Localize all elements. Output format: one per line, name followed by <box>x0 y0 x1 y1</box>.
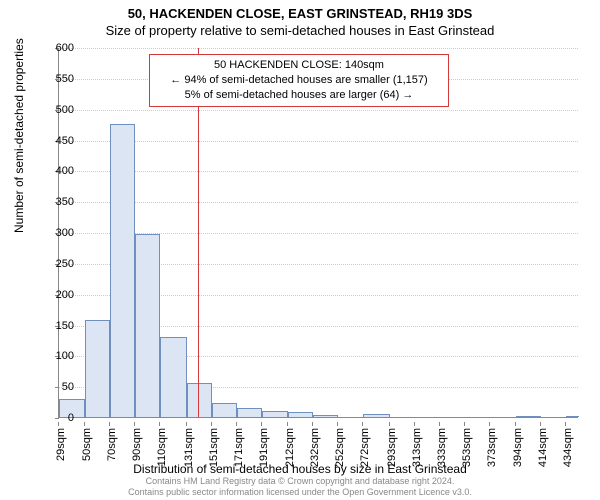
xtick-mark <box>159 422 160 426</box>
xtick-mark <box>84 422 85 426</box>
attribution-line: Contains public sector information licen… <box>0 487 600 498</box>
ytick-label: 500 <box>34 104 74 116</box>
xtick-mark <box>362 422 363 426</box>
histogram-bar <box>262 411 288 417</box>
xtick-mark <box>261 422 262 426</box>
xtick-mark <box>337 422 338 426</box>
histogram-bar <box>110 124 135 417</box>
xtick-mark <box>109 422 110 426</box>
chart-subtitle: Size of property relative to semi-detach… <box>0 21 600 38</box>
ytick-label: 50 <box>34 381 74 393</box>
histogram-bar <box>516 416 541 417</box>
histogram-bar <box>313 415 338 417</box>
xtick-mark <box>287 422 288 426</box>
histogram-bar <box>363 414 389 417</box>
xtick-mark <box>489 422 490 426</box>
xtick-mark <box>540 422 541 426</box>
xtick-mark <box>134 422 135 426</box>
gridline <box>59 110 578 111</box>
ytick-label: 600 <box>34 42 74 54</box>
gridline <box>59 202 578 203</box>
chart-title: 50, HACKENDEN CLOSE, EAST GRINSTEAD, RH1… <box>0 0 600 21</box>
gridline <box>59 48 578 49</box>
xtick-label: 29sqm <box>55 428 67 461</box>
xtick-label: 90sqm <box>131 428 143 461</box>
annotation-line: ← 94% of semi-detached houses are smalle… <box>156 73 442 88</box>
xtick-mark <box>439 422 440 426</box>
xtick-mark <box>211 422 212 426</box>
ytick-label: 400 <box>34 165 74 177</box>
histogram-bar <box>212 403 237 417</box>
annotation-box: 50 HACKENDEN CLOSE: 140sqm← 94% of semi-… <box>149 54 449 107</box>
xtick-mark <box>464 422 465 426</box>
y-axis-label: Number of semi-detached properties <box>12 38 26 233</box>
x-axis-label: Distribution of semi-detached houses by … <box>0 462 600 476</box>
ytick-label: 550 <box>34 73 74 85</box>
gridline <box>59 141 578 142</box>
ytick-label: 450 <box>34 135 74 147</box>
ytick-label: 350 <box>34 196 74 208</box>
annotation-line: 5% of semi-detached houses are larger (6… <box>156 88 442 103</box>
ytick-label: 200 <box>34 289 74 301</box>
annotation-line: 50 HACKENDEN CLOSE: 140sqm <box>156 58 442 73</box>
xtick-mark <box>186 422 187 426</box>
xtick-mark <box>312 422 313 426</box>
gridline <box>59 171 578 172</box>
ytick-label: 300 <box>34 227 74 239</box>
xtick-label: 50sqm <box>81 428 93 461</box>
ytick-label: 100 <box>34 350 74 362</box>
xtick-mark <box>236 422 237 426</box>
xtick-label: 110sqm <box>156 428 168 466</box>
attribution-line: Contains HM Land Registry data © Crown c… <box>0 476 600 487</box>
attribution: Contains HM Land Registry data © Crown c… <box>0 476 600 498</box>
chart-area: 50 HACKENDEN CLOSE: 140sqm← 94% of semi-… <box>58 48 578 418</box>
chart-container: 50, HACKENDEN CLOSE, EAST GRINSTEAD, RH1… <box>0 0 600 500</box>
xtick-label: 70sqm <box>106 428 118 461</box>
histogram-bar <box>566 416 579 417</box>
histogram-bar <box>135 234 160 417</box>
histogram-bar <box>160 337 186 417</box>
ytick-label: 0 <box>34 412 74 424</box>
histogram-bar <box>85 320 110 417</box>
ytick-label: 150 <box>34 320 74 332</box>
xtick-mark <box>389 422 390 426</box>
histogram-bar <box>288 412 313 417</box>
xtick-mark <box>515 422 516 426</box>
histogram-bar <box>237 408 262 417</box>
xtick-mark <box>565 422 566 426</box>
xtick-mark <box>414 422 415 426</box>
histogram-bar <box>187 383 212 417</box>
plot-area: 50 HACKENDEN CLOSE: 140sqm← 94% of semi-… <box>58 48 578 418</box>
ytick-label: 250 <box>34 258 74 270</box>
